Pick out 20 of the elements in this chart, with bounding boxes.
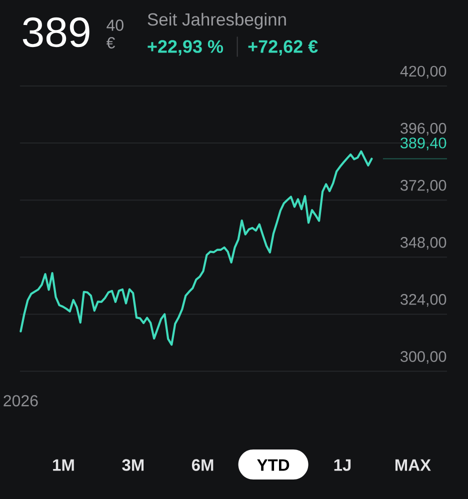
y-tick-label: 372,00 (400, 180, 446, 193)
chart-subtitle: Seit Jahresbeginn (148, 12, 286, 30)
text: 6M (192, 459, 214, 471)
y-tick-label: 324,00 (400, 294, 446, 307)
y-tick-label: 348,00 (400, 236, 446, 250)
text: YTD (257, 459, 290, 471)
text: MAX (395, 459, 431, 471)
text: € (106, 37, 115, 48)
ref-line-label: 389,40 (400, 138, 446, 150)
text: +72,62 € (248, 40, 318, 56)
text: +22,93 % (148, 40, 224, 56)
text: 40 (106, 20, 124, 31)
chart-title: 389 (22, 17, 90, 48)
text: 1J (334, 459, 351, 471)
y-tick-label: 396,00 (400, 122, 446, 136)
text: 3M (122, 459, 144, 471)
y-tick-label: 300,00 (400, 351, 446, 364)
text: 1M (53, 459, 74, 471)
y-tick-label: 420,00 (400, 66, 446, 78)
x-tick-label: 2026 (4, 395, 38, 406)
